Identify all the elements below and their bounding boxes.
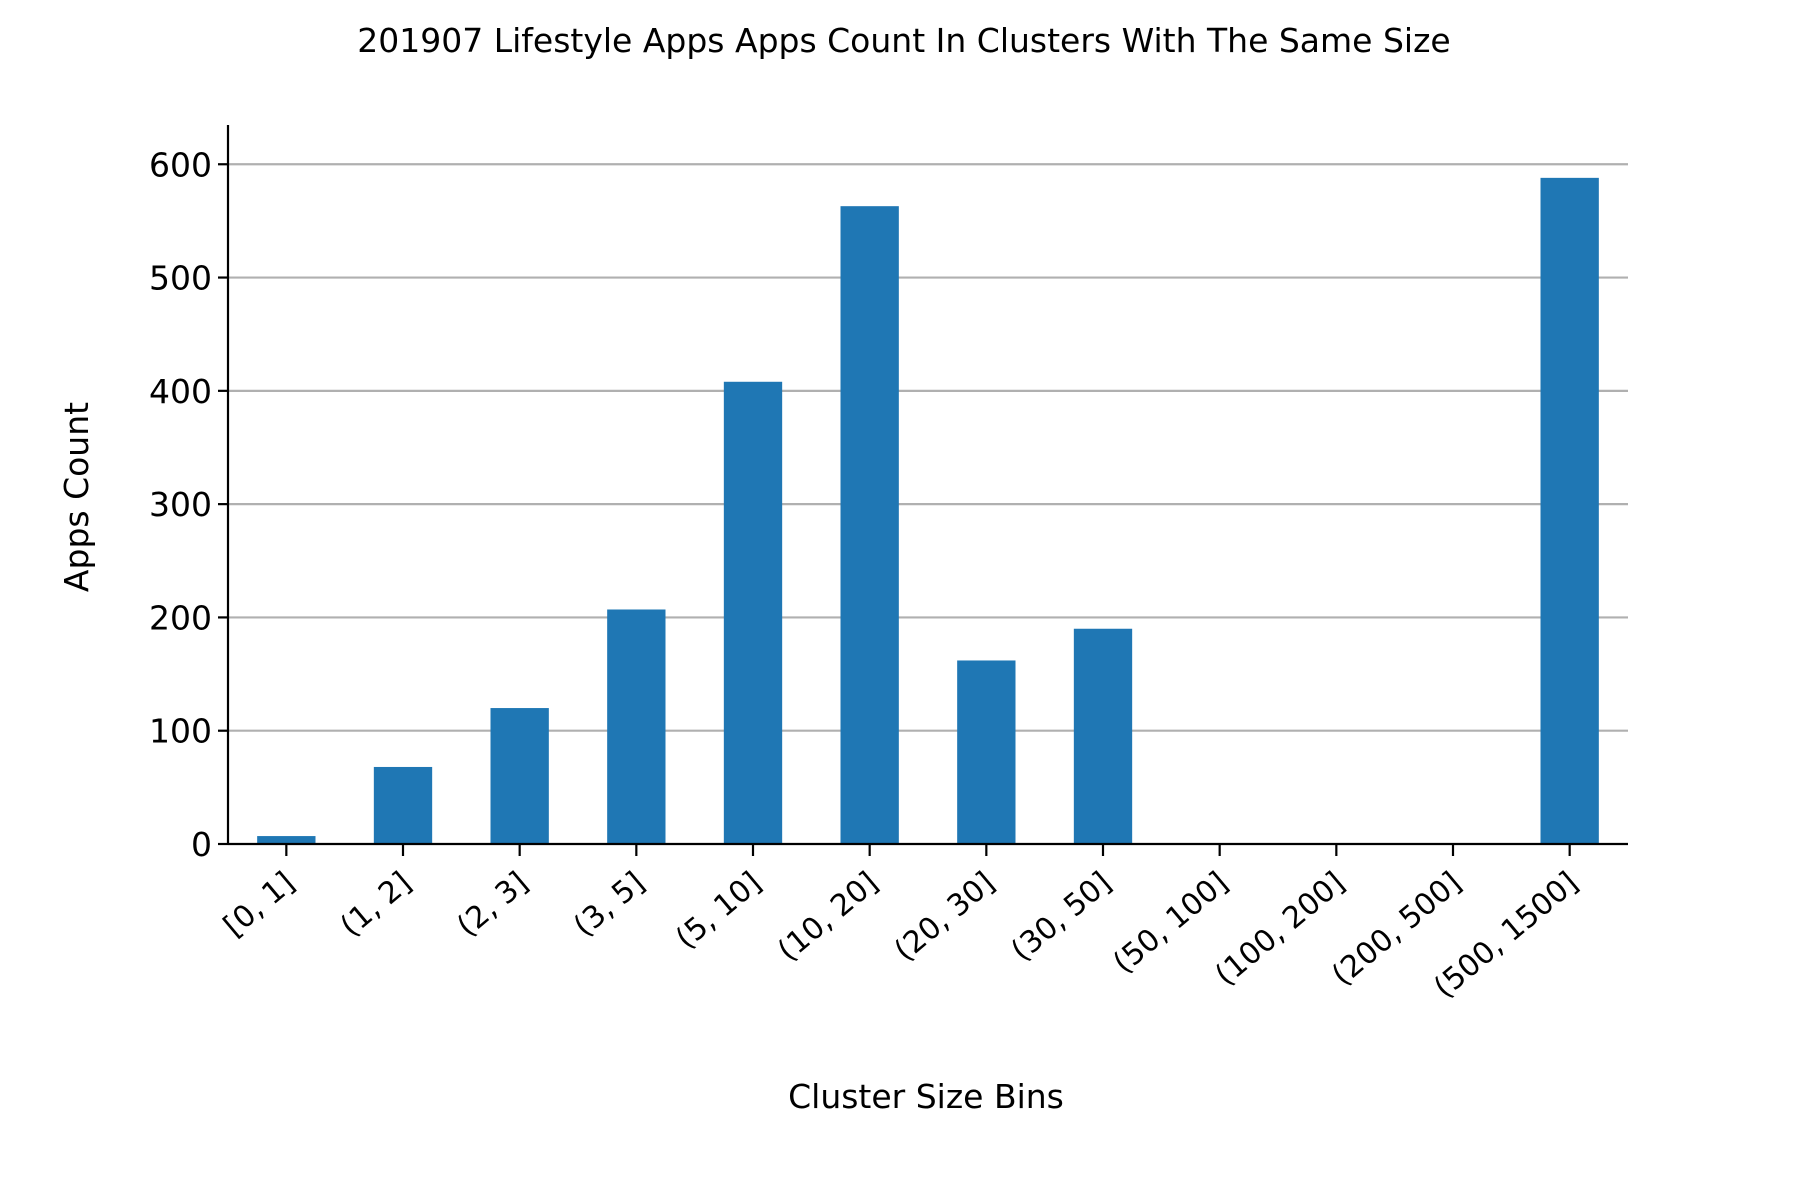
y-tick-label: 200 xyxy=(149,598,212,637)
bar-2 xyxy=(490,708,549,844)
y-tick-label: 100 xyxy=(149,712,212,751)
bar-5 xyxy=(840,206,899,845)
bar-3 xyxy=(607,609,666,844)
y-axis-label: Apps Count xyxy=(57,402,96,592)
x-tick-label: (1, 2] xyxy=(334,865,418,944)
bar-6 xyxy=(957,660,1016,844)
x-ticks: [0, 1] (1, 2] (2, 3] (3, 5] (5, 10] (10, 20](… xyxy=(217,844,1585,1005)
x-tick-label: (30, 50] xyxy=(1005,865,1119,968)
bar-1 xyxy=(373,766,433,844)
x-tick-label: (2, 3] xyxy=(451,865,535,944)
x-tick-label: (3, 5] xyxy=(567,865,651,944)
bar-4 xyxy=(723,381,783,844)
bar-0 xyxy=(257,836,316,844)
y-tick-label: 400 xyxy=(149,372,212,411)
axes-layer xyxy=(226,125,1628,846)
y-tick-label: 600 xyxy=(149,145,212,184)
y-ticks: 0 100 200 300 400 500 600 xyxy=(149,145,228,864)
bar-7 xyxy=(1073,628,1133,844)
x-tick-label: (5, 10] xyxy=(669,865,768,956)
x-tick-label: (100, 200] xyxy=(1209,865,1352,993)
x-tick-label: [0, 1] xyxy=(217,865,301,944)
y-tick-label: 500 xyxy=(149,259,212,298)
y-tick-label: 300 xyxy=(149,485,212,524)
chart-title: 201907 Lifestyle Apps Apps Count In Clus… xyxy=(357,21,1450,60)
x-axis-label: Cluster Size Bins xyxy=(788,1077,1064,1116)
x-tick-label: (10, 20] xyxy=(771,865,885,968)
grid-layer xyxy=(228,163,1628,732)
y-tick-label: 0 xyxy=(191,825,212,864)
bar-11 xyxy=(1540,177,1599,844)
bars-layer xyxy=(257,177,1599,845)
x-tick-label: (20, 30] xyxy=(888,865,1002,968)
